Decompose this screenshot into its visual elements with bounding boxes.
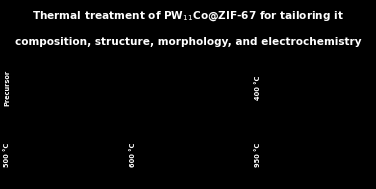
Text: 400 °C: 400 °C: [255, 75, 261, 100]
Text: Precursor: Precursor: [4, 70, 10, 106]
Text: 600 °C: 600 °C: [130, 143, 135, 167]
Text: 200 °C: 200 °C: [130, 75, 135, 100]
Text: composition, structure, morphology, and electrochemistry: composition, structure, morphology, and …: [15, 37, 361, 47]
Text: 500 °C: 500 °C: [4, 143, 10, 167]
Text: Thermal treatment of PW$_{11}$Co@ZIF-67 for tailoring it: Thermal treatment of PW$_{11}$Co@ZIF-67 …: [32, 9, 344, 23]
Text: 950 °C: 950 °C: [255, 143, 261, 167]
